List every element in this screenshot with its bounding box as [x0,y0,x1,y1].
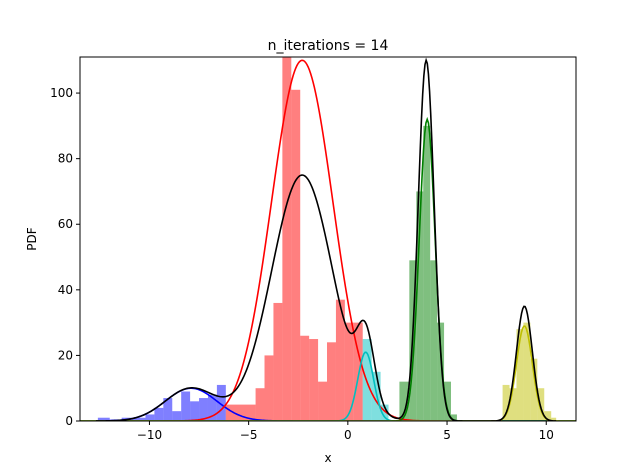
y-tick-label: 100 [50,86,73,100]
histogram-bar [145,414,155,421]
x-tick-label: 10 [539,428,554,442]
histogram-bar [437,322,445,421]
y-tick-label: 0 [65,414,73,428]
histogram-bar [154,407,164,421]
chart-title: n_iterations = 14 [268,38,389,54]
histogram-bar [430,260,438,421]
histogram-bar [199,398,208,421]
histogram-bar [133,417,146,421]
x-tick-label: 5 [443,428,451,442]
histogram-bar [335,299,345,421]
x-tick-label: −5 [240,428,258,442]
histogram-bar [509,388,517,421]
y-axis-label: PDF [25,227,39,250]
x-tick-label: 0 [344,428,352,442]
plot-frame [79,56,577,422]
histogram-bar [181,391,191,421]
histogram-bar [423,125,431,421]
y-tick-label: 60 [58,217,73,231]
histogram-bar [451,414,457,421]
histogram-bar [371,371,381,421]
x-tick-label: −10 [137,428,162,442]
histogram-bar [163,398,173,421]
histogram-bar [399,381,410,421]
histogram-bar [291,89,301,421]
mixture-curve [95,57,557,421]
x-axis-label: x [324,451,331,465]
histogram-bar [380,404,389,421]
histogram-bar [273,302,283,421]
histogram-bar [523,322,531,421]
histogram-bar [344,322,354,421]
histogram-bar [444,381,451,421]
y-tick-label: 20 [58,348,73,362]
histogram-bar [516,329,524,421]
histogram-bar [216,384,226,421]
y-axis: 0 20 40 60 80 100 [50,86,80,428]
histogram-bar [544,411,552,421]
histogram-bar [530,358,538,421]
histogram-bar [318,381,328,421]
histogram-bar [264,355,274,421]
y-tick-label: 80 [58,152,73,166]
histogram-bar [282,57,292,421]
histogram-bar [327,342,336,421]
histogram-bar [416,191,424,421]
histogram-bar [502,384,510,421]
histogram-bar [255,388,265,421]
histogram-bar [551,417,557,421]
x-axis: −10 −5 0 5 10 [137,421,554,442]
histogram-bar [300,335,310,421]
histogram-layer [97,57,557,421]
histogram-bar [97,417,110,421]
histogram-bar [207,394,217,421]
histogram-bar [225,404,256,421]
histogram-bar [190,401,200,421]
histogram-bar [309,339,319,421]
histogram-bar [353,322,363,421]
y-tick-label: 40 [58,283,73,297]
histogram-bar [172,411,182,421]
